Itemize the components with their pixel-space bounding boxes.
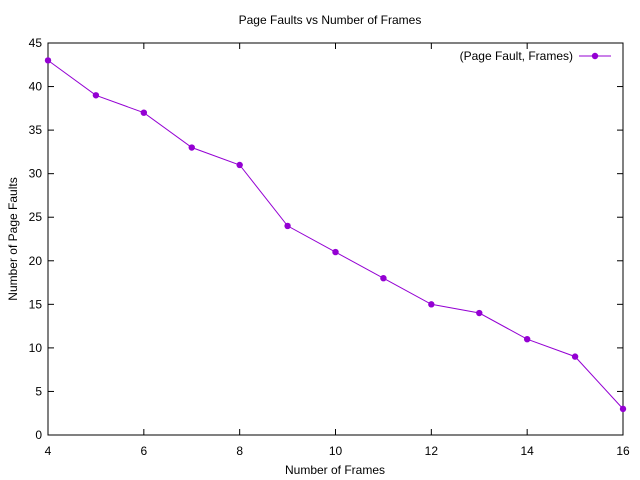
x-tick-label: 8 bbox=[236, 444, 243, 458]
series-layer bbox=[44, 57, 627, 413]
chart-title: Page Faults vs Number of Frames bbox=[239, 13, 422, 27]
y-axis-label: Number of Page Faults bbox=[6, 177, 20, 300]
x-axis-label: Number of Frames bbox=[285, 463, 385, 477]
data-point bbox=[284, 222, 291, 230]
data-point bbox=[619, 405, 627, 413]
y-tick-label: 25 bbox=[29, 210, 43, 224]
legend-label: (Page Fault, Frames) bbox=[460, 49, 573, 63]
plot-frame bbox=[47, 42, 624, 436]
y-tick-label: 40 bbox=[29, 80, 43, 94]
y-tick-label: 45 bbox=[29, 36, 43, 50]
x-tick-label: 12 bbox=[425, 444, 439, 458]
data-point bbox=[380, 275, 387, 282]
data-point bbox=[44, 57, 52, 64]
y-tick-label: 15 bbox=[29, 297, 43, 311]
data-point bbox=[188, 144, 195, 151]
data-point bbox=[523, 335, 531, 343]
series-line bbox=[47, 59, 624, 410]
y-tick-label: 5 bbox=[35, 384, 42, 398]
data-point bbox=[571, 353, 579, 360]
data-point bbox=[476, 309, 483, 317]
y-tick-label: 20 bbox=[29, 254, 43, 268]
x-tick-label: 16 bbox=[616, 444, 630, 458]
data-point bbox=[92, 92, 100, 99]
x-tick-label: 10 bbox=[329, 444, 343, 458]
x-tick-label: 6 bbox=[140, 444, 147, 458]
x-axis: 4 6 8 10 12 14 16 bbox=[45, 43, 630, 458]
data-point bbox=[140, 109, 148, 116]
data-point bbox=[236, 161, 243, 169]
x-tick-label: 14 bbox=[520, 444, 534, 458]
x-tick-label: 4 bbox=[45, 444, 52, 458]
data-point bbox=[332, 248, 339, 256]
y-tick-label: 10 bbox=[29, 341, 43, 355]
y-tick-label: 0 bbox=[35, 428, 42, 442]
legend-marker bbox=[591, 52, 599, 60]
data-point bbox=[428, 301, 435, 308]
y-tick-label: 30 bbox=[29, 167, 43, 181]
legend: (Page Fault, Frames) bbox=[460, 49, 611, 63]
y-axis: 0 5 10 15 20 25 30 35 40 45 bbox=[29, 36, 623, 442]
y-tick-label: 35 bbox=[29, 123, 43, 137]
